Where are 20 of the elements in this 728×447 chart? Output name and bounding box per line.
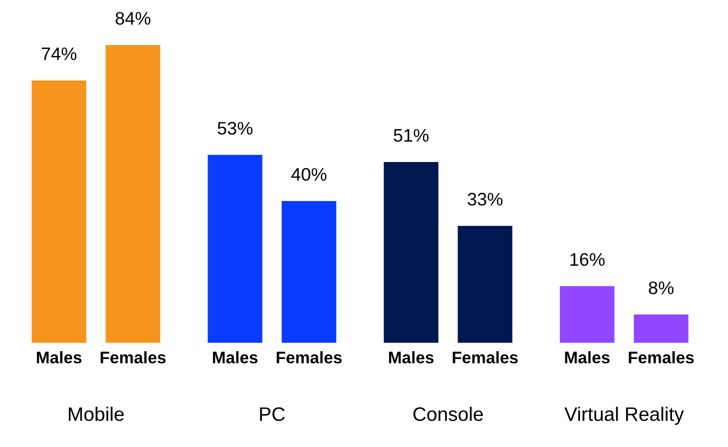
data-label: 40%: [291, 168, 326, 181]
data-label: 51%: [394, 129, 429, 142]
series-label: Males: [36, 351, 82, 364]
x-tick-label: Virtual Reality: [564, 406, 684, 425]
text: Males: [565, 351, 610, 364]
text: Females: [628, 351, 694, 364]
data-label: 84%: [116, 12, 150, 25]
x-tick-label: Console: [413, 406, 483, 422]
text: Females: [276, 351, 342, 364]
x-tick-label: PC: [260, 407, 285, 422]
data-label: 53%: [218, 122, 252, 135]
text: Males: [212, 351, 258, 364]
data-label: 16%: [570, 253, 605, 266]
series-label: Females: [452, 351, 518, 364]
text: Males: [389, 351, 434, 364]
data-label: 74%: [42, 48, 76, 60]
x-tick-label: Mobile: [68, 406, 124, 422]
data-label: 33%: [468, 192, 502, 206]
text: Females: [100, 351, 166, 364]
data-label: 8%: [648, 281, 674, 294]
